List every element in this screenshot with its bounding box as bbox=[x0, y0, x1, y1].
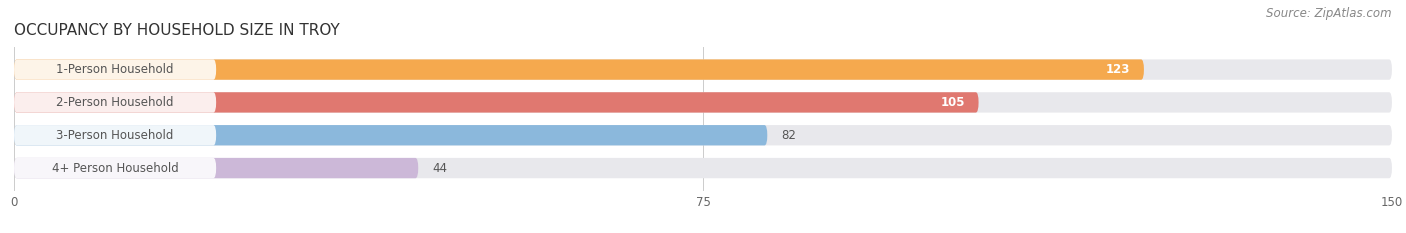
FancyBboxPatch shape bbox=[14, 92, 1392, 113]
FancyBboxPatch shape bbox=[14, 59, 217, 80]
Text: 4+ Person Household: 4+ Person Household bbox=[52, 161, 179, 175]
Text: OCCUPANCY BY HOUSEHOLD SIZE IN TROY: OCCUPANCY BY HOUSEHOLD SIZE IN TROY bbox=[14, 24, 340, 38]
FancyBboxPatch shape bbox=[14, 125, 217, 145]
Text: Source: ZipAtlas.com: Source: ZipAtlas.com bbox=[1267, 7, 1392, 20]
FancyBboxPatch shape bbox=[14, 59, 1392, 80]
FancyBboxPatch shape bbox=[14, 92, 979, 113]
FancyBboxPatch shape bbox=[14, 158, 217, 178]
Text: 2-Person Household: 2-Person Household bbox=[56, 96, 174, 109]
FancyBboxPatch shape bbox=[14, 125, 1392, 145]
FancyBboxPatch shape bbox=[14, 125, 768, 145]
FancyBboxPatch shape bbox=[14, 158, 1392, 178]
Text: 105: 105 bbox=[941, 96, 965, 109]
FancyBboxPatch shape bbox=[14, 158, 418, 178]
Text: 123: 123 bbox=[1105, 63, 1130, 76]
Text: 82: 82 bbox=[782, 129, 796, 142]
Text: 3-Person Household: 3-Person Household bbox=[56, 129, 174, 142]
FancyBboxPatch shape bbox=[14, 92, 217, 113]
Text: 44: 44 bbox=[432, 161, 447, 175]
FancyBboxPatch shape bbox=[14, 59, 1144, 80]
Text: 1-Person Household: 1-Person Household bbox=[56, 63, 174, 76]
